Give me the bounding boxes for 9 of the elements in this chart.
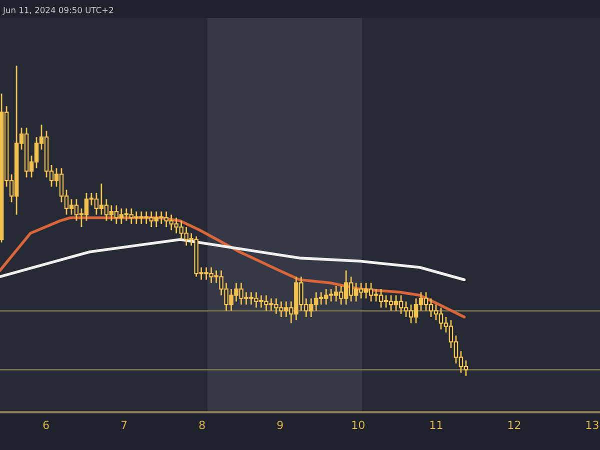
x-tick-label: 10 (352, 420, 364, 430)
x-tick-label: 7 (121, 420, 127, 429)
x-tick-label: 13 (586, 420, 598, 430)
x-tick-label: 6 (43, 420, 49, 430)
x-tick-label: 8 (199, 420, 205, 430)
x-tick-label: 11 (430, 420, 442, 429)
x-tick-label: 9 (277, 420, 283, 430)
text: Jun 11, 2024 09:50 UTC+2 (2, 6, 114, 15)
x-tick-label: 12 (508, 420, 520, 429)
